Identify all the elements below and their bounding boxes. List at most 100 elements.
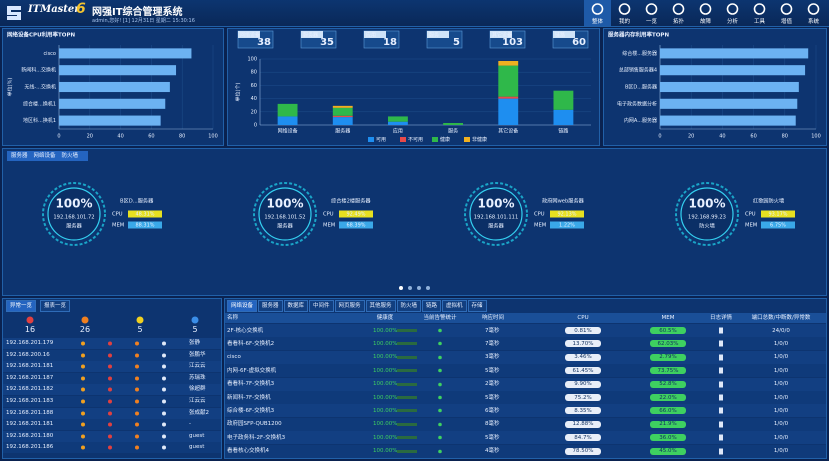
monitor-tab[interactable]: 网络设备	[33, 153, 56, 159]
gauge-outer	[253, 182, 317, 246]
table-row[interactable]: 2F-核心交换机 100.00% 7毫秒 0.81% 60.5% 24/0/0	[225, 324, 826, 337]
alert-row[interactable]: 192.168.201.179 张静	[3, 338, 221, 349]
alerts-tab[interactable]: 报表一览	[40, 300, 71, 312]
table-row[interactable]: 综合楼-6F-交换机3 100.00% 6毫秒 8.35% 66.0% 1/0/0	[225, 404, 826, 418]
alert-icons	[81, 399, 166, 404]
status-tile[interactable]: 应用 18	[363, 30, 400, 49]
mem-panel: 服务器内存利用率TOPN 0 20 40 60 80 100 综合楼...服务器 总部销售服务器…	[603, 28, 827, 146]
device-name: B区D...服务器	[120, 197, 154, 205]
legend-label: 健康	[440, 136, 450, 143]
tile-label: 网络设备	[240, 31, 260, 38]
alert-row[interactable]: 192.168.201.188 张成献2	[3, 407, 221, 419]
alert-row[interactable]: 192.168.201.181 -	[3, 419, 221, 431]
alert-icon	[81, 422, 85, 427]
nav-item[interactable]: 拓扑	[665, 0, 692, 26]
status-tile[interactable]: 链路 60	[552, 30, 589, 49]
device-tab[interactable]: 虚拟机	[442, 300, 467, 312]
alert-row[interactable]: 192.168.201.181 江云云	[3, 361, 221, 373]
alert-icons	[81, 387, 166, 392]
alert-row[interactable]: 192.168.201.187 苏瑞珠	[3, 372, 221, 384]
gauge-inner	[47, 187, 101, 241]
y-tick-label: 内网A...服务器	[624, 117, 657, 124]
nav-item[interactable]: 我的	[611, 0, 638, 26]
nav-item[interactable]: 一览	[638, 0, 665, 26]
health: 100.00%	[373, 340, 398, 347]
alert-row[interactable]: 192.168.201.186 guest	[3, 442, 221, 454]
y-tick-label: 100	[247, 57, 257, 63]
column-header: 响应时间	[481, 315, 505, 321]
alert-name: 江云云	[189, 363, 206, 370]
table-row[interactable]: 政府园SFP-QUB1200 100.00% 8毫秒 12.88% 21.9% 1/0/0	[225, 417, 826, 431]
alert-row[interactable]: 192.168.200.16 张鹏华	[3, 349, 221, 361]
health: 100.00%	[373, 394, 398, 401]
pager-dot[interactable]	[426, 286, 430, 290]
y-tick-label: 80	[251, 70, 257, 76]
table-row[interactable]: 看看核心交换机4 100.00% 4毫秒 78.50% 45.0% 1/0/0	[225, 444, 826, 458]
monitor-tabs: 服务器 网络设备 防火墙	[7, 151, 89, 161]
nav-item[interactable]: 工具	[746, 0, 773, 26]
mem: 36.0%	[659, 434, 677, 441]
table-row[interactable]: 新闻科-7F-交换机 100.00% 5毫秒 75.2% 22.0% 1/0/0	[225, 391, 826, 404]
device-tab[interactable]: 其他服务	[365, 300, 396, 312]
x-tick-label: 80	[179, 134, 185, 140]
alert-icons	[81, 422, 166, 427]
ports: 1/0/0	[773, 407, 789, 414]
alert-icon	[135, 353, 139, 358]
table-row[interactable]: 内网-6F-虚拟交换机 100.00% 5毫秒 61.45% 73.75% 1/0/0	[225, 364, 826, 378]
mem-pill	[650, 434, 686, 442]
pager-dot[interactable]	[399, 286, 403, 290]
health: 100.00%	[373, 327, 398, 334]
nav-label: 分析	[726, 19, 738, 25]
table-row[interactable]: 电子政务科-2F-交换机3 100.00% 5毫秒 84.7% 36.0% 1/0/0	[225, 431, 826, 445]
device-tab[interactable]: 网络设备	[227, 300, 258, 312]
nav-icon-shape	[780, 3, 793, 15]
counter-icon	[136, 316, 144, 324]
metric-value: 48.31%	[135, 212, 154, 218]
gauge-kind: 服务器	[66, 222, 82, 230]
table-row[interactable]: cisco 100.00% 3毫秒 3.46% 2.79% 1/0/0	[225, 350, 826, 364]
health: 100.00%	[373, 354, 398, 361]
monitor-tab[interactable]: 防火墙	[61, 153, 79, 159]
nav-item[interactable]: 整体	[584, 0, 611, 26]
table-row[interactable]: 看看科-6F-交换机2 100.00% 7毫秒 13.70% 62.03% 1/0/0	[225, 337, 826, 351]
nav-item[interactable]: 增值	[773, 0, 800, 26]
device-tab[interactable]: 数据库	[283, 300, 309, 312]
alert-row[interactable]: 192.168.201.182 徐超群	[3, 384, 221, 396]
pager-dot[interactable]	[408, 286, 412, 290]
nav-item[interactable]: 系统	[800, 0, 827, 26]
pager-dot[interactable]	[417, 286, 421, 290]
metric-label: CPU	[745, 212, 756, 218]
device-tab[interactable]: 防火墙	[396, 300, 422, 312]
alert-name: -	[189, 421, 191, 428]
column-header: 当前告警统计	[423, 315, 457, 321]
alert-icon	[135, 364, 139, 369]
metric-label: MEM	[534, 223, 546, 229]
monitor-tab[interactable]: 服务器	[11, 153, 28, 159]
chart-title: 网络设备CPU利用率TOPN	[7, 31, 75, 39]
status-tile[interactable]: 服务 5	[426, 30, 463, 49]
mem: 45.0%	[659, 448, 677, 455]
device-tab[interactable]: 链路	[422, 300, 442, 312]
device-tab[interactable]: 中间件	[309, 300, 334, 312]
nav-item[interactable]: 分析	[719, 0, 746, 26]
device-tab[interactable]: 存储	[467, 300, 487, 312]
alert-row[interactable]: 192.168.201.183 江云云	[3, 396, 221, 407]
alert-row[interactable]: 192.168.201.180 guest	[3, 430, 221, 442]
device-tab[interactable]: 网页服务	[334, 300, 365, 312]
alerts-tab[interactable]: 异常一览	[6, 300, 37, 312]
device-tab[interactable]: 服务器	[258, 300, 283, 312]
alert-icon	[162, 387, 166, 392]
bar-segment	[332, 107, 353, 116]
table-row[interactable]: 看看科-7F-交换机3 100.00% 2毫秒 9.90% 52.8% 1/0/0	[225, 377, 826, 391]
nav-item[interactable]: 故障	[692, 0, 719, 26]
health-track	[397, 436, 417, 440]
legend-swatch	[368, 137, 374, 142]
response: 7毫秒	[485, 340, 500, 347]
